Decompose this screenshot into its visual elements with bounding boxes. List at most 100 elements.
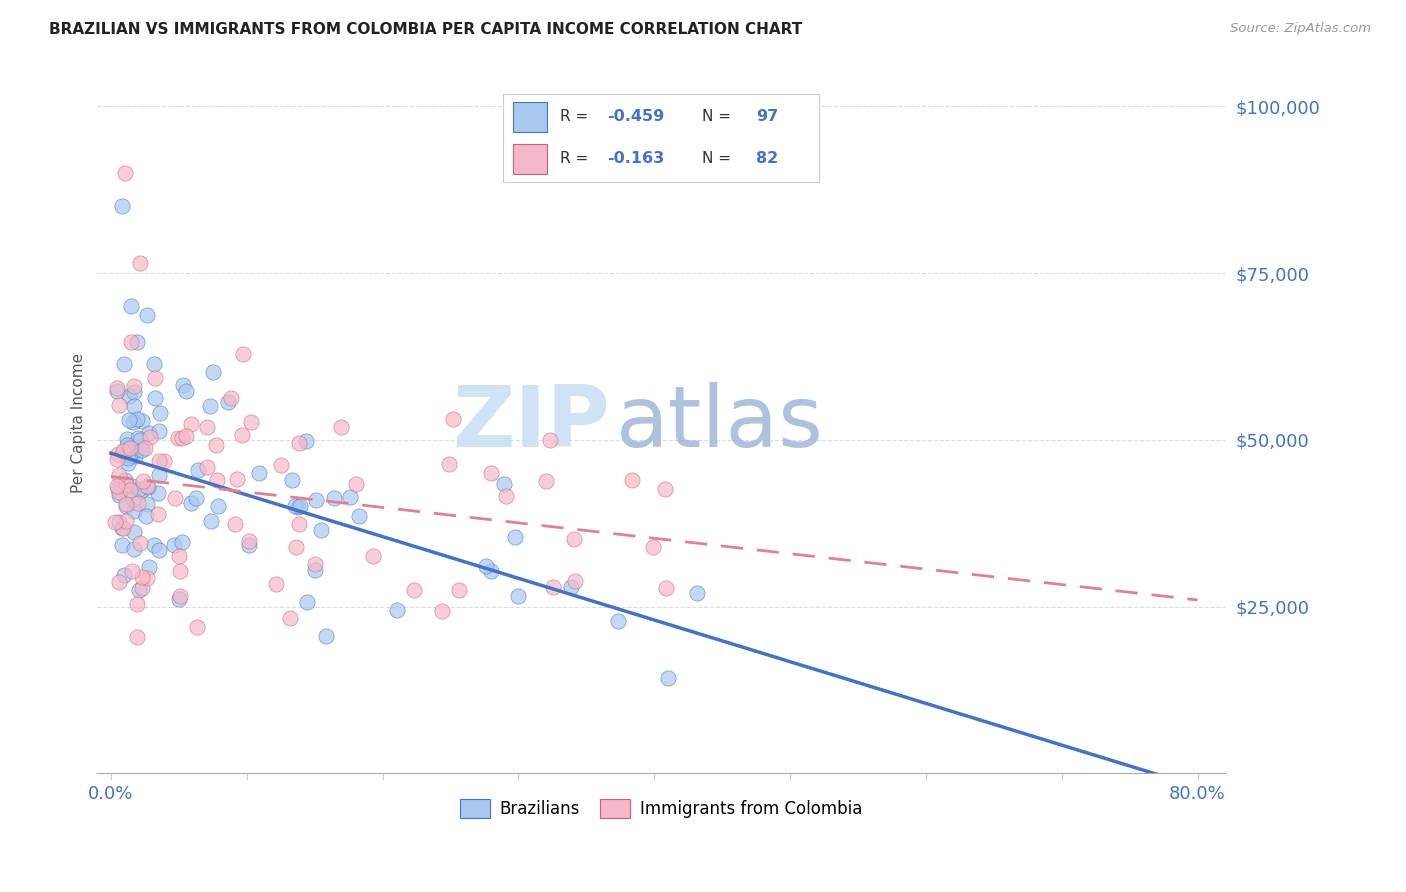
Point (224, 517, 246, 532)
Text: BRAZILIAN VS IMMIGRANTS FROM COLOMBIA PER CAPITA INCOME CORRELATION CHART: BRAZILIAN VS IMMIGRANTS FROM COLOMBIA PE… (49, 22, 803, 37)
Point (606, 614, 628, 628)
Point (186, 620, 208, 634)
Point (107, 447, 129, 461)
Point (112, 357, 135, 371)
Point (479, 564, 502, 578)
Point (437, 457, 460, 471)
Point (347, 509, 370, 524)
Point (475, 558, 498, 573)
Point (105, 479, 128, 493)
Point (655, 581, 678, 595)
Point (643, 540, 665, 554)
Point (180, 496, 202, 510)
Point (541, 580, 564, 594)
Point (207, 499, 229, 513)
Point (145, 391, 167, 405)
Point (124, 385, 146, 400)
Point (167, 549, 190, 563)
Point (142, 357, 165, 371)
Point (111, 521, 134, 535)
Point (121, 449, 143, 463)
Point (315, 629, 337, 643)
Point (219, 391, 242, 405)
Point (120, 483, 142, 498)
Point (131, 581, 153, 595)
Point (105, 384, 128, 398)
Point (149, 406, 172, 420)
Point (128, 483, 150, 497)
Point (104, 515, 127, 529)
Point (240, 415, 263, 429)
Point (117, 456, 139, 470)
Text: Source: ZipAtlas.com: Source: ZipAtlas.com (1230, 22, 1371, 36)
Point (339, 490, 361, 504)
Point (686, 585, 709, 599)
Point (200, 514, 222, 528)
Point (492, 477, 515, 491)
Point (146, 485, 169, 500)
Point (153, 454, 176, 468)
Point (538, 433, 561, 447)
Point (127, 431, 149, 445)
Point (148, 424, 170, 438)
Point (122, 492, 145, 507)
Point (323, 491, 346, 506)
Point (122, 379, 145, 393)
Point (620, 473, 643, 487)
Point (287, 500, 309, 515)
Point (495, 489, 517, 503)
Point (115, 499, 138, 513)
Point (197, 420, 219, 434)
Legend: Brazilians, Immigrants from Colombia: Brazilians, Immigrants from Colombia (453, 792, 869, 824)
Point (479, 466, 502, 480)
Point (118, 412, 141, 426)
Point (285, 540, 308, 554)
Point (180, 417, 202, 432)
Point (139, 430, 162, 444)
Point (129, 484, 152, 499)
Point (201, 365, 224, 379)
Point (136, 480, 159, 494)
Point (148, 507, 170, 521)
Point (112, 444, 135, 458)
Point (122, 504, 145, 518)
Point (135, 571, 157, 585)
Y-axis label: Per Capita Income: Per Capita Income (72, 353, 86, 493)
Point (295, 595, 318, 609)
Point (135, 479, 157, 493)
Point (121, 479, 143, 493)
Point (127, 335, 149, 350)
Point (112, 568, 135, 582)
Point (288, 499, 311, 513)
Point (122, 415, 145, 429)
Point (136, 498, 159, 512)
Point (128, 582, 150, 597)
Point (115, 477, 138, 491)
Point (172, 535, 194, 549)
Point (143, 371, 166, 385)
Point (387, 603, 409, 617)
Point (115, 432, 138, 446)
Point (129, 256, 152, 270)
Point (169, 591, 191, 606)
Point (441, 411, 464, 425)
Point (124, 449, 146, 463)
Point (657, 671, 679, 685)
Point (131, 570, 153, 584)
Point (430, 604, 453, 618)
Point (654, 483, 676, 497)
Point (226, 472, 249, 486)
Text: atlas: atlas (616, 382, 824, 465)
Point (232, 347, 254, 361)
Point (238, 538, 260, 552)
Point (205, 473, 228, 487)
Point (118, 441, 141, 455)
Point (138, 560, 160, 574)
Point (132, 474, 155, 488)
Point (148, 543, 170, 558)
Point (115, 497, 138, 511)
Point (114, 166, 136, 180)
Point (108, 485, 131, 500)
Point (506, 589, 529, 603)
Point (117, 438, 139, 452)
